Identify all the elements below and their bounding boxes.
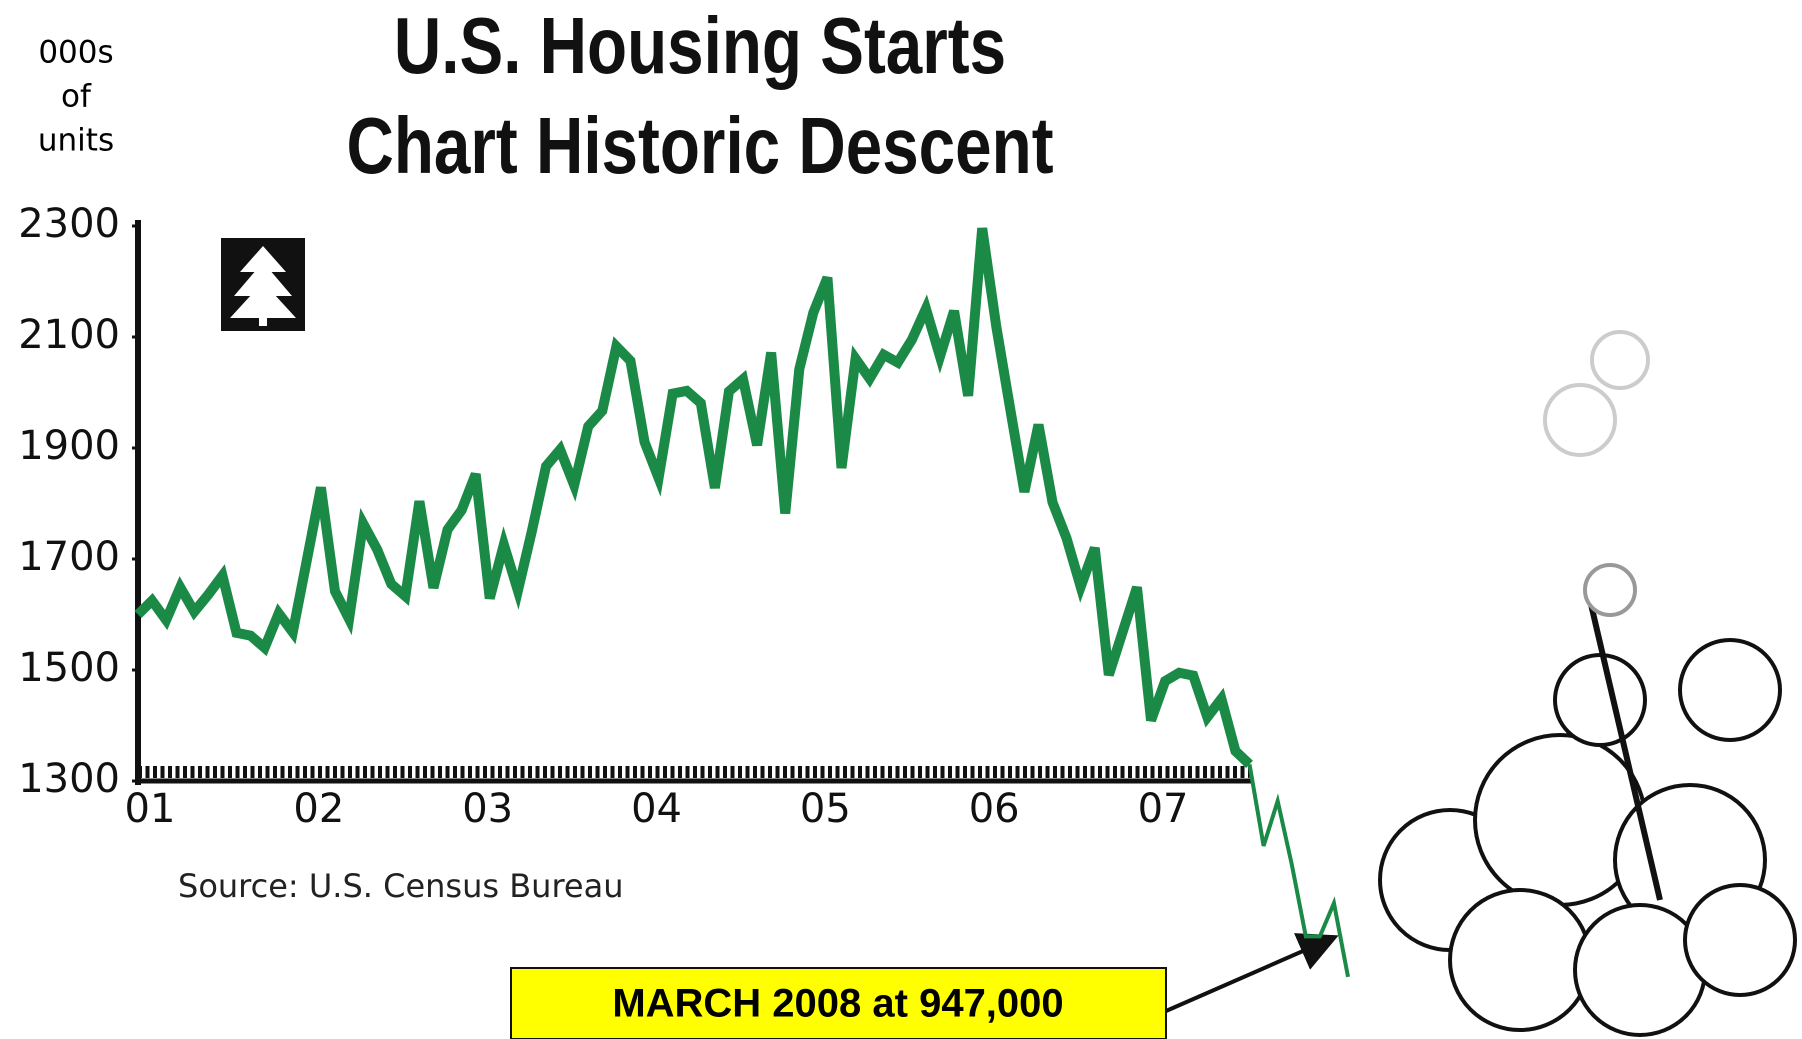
x-tick-label: 03 xyxy=(462,786,513,832)
x-tick-label: 01 xyxy=(125,786,176,832)
y-axis-label: units xyxy=(38,123,114,159)
x-tick-label: 05 xyxy=(800,786,851,832)
y-axis-label: 000s xyxy=(38,35,113,71)
annotation: MARCH 2008 at 947,000 xyxy=(612,982,1063,1026)
x-tick-label: 07 xyxy=(1138,786,1189,832)
x-tick-label: 06 xyxy=(969,786,1020,832)
logo xyxy=(221,238,305,331)
y-tick-label: 2300 xyxy=(18,201,120,247)
x-tick-label: 02 xyxy=(293,786,344,832)
y-tick-label: 2100 xyxy=(18,312,120,358)
data-line-extension xyxy=(1250,764,1348,977)
x-tick-label: 04 xyxy=(631,786,682,832)
y-axis-label: of xyxy=(61,79,92,115)
page: U.S. Housing Starts Chart Historic Desce… xyxy=(0,0,1802,1039)
y-tick-label: 1300 xyxy=(18,756,120,802)
y-tick-label: 1500 xyxy=(18,645,120,691)
chart-title: Chart Historic Descent xyxy=(346,101,1053,191)
annotation-arrow xyxy=(1166,937,1335,1011)
chart: U.S. Housing Starts Chart Historic Desce… xyxy=(0,0,1802,1039)
source-note: Source: U.S. Census Bureau xyxy=(178,867,623,905)
title-group: U.S. Housing Starts Chart Historic Desce… xyxy=(346,1,1053,191)
y-tick-label: 1900 xyxy=(18,423,120,469)
cartoon xyxy=(1380,332,1795,1035)
chart-title: U.S. Housing Starts xyxy=(394,1,1006,91)
y-tick-label: 1700 xyxy=(18,534,120,580)
